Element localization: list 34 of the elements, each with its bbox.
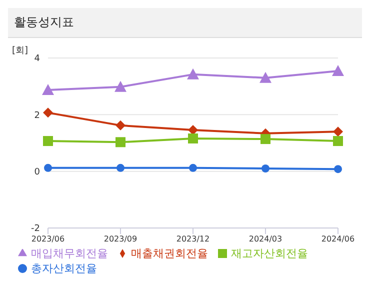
point (114, 80, 126, 92)
point (116, 120, 126, 130)
x-tick-label: 2023/12 (176, 234, 210, 244)
x-tick-label: 2024/03 (248, 234, 282, 244)
x-tick-label: 2023/06 (31, 234, 65, 244)
point (332, 65, 344, 76)
point (43, 108, 53, 118)
legend-label: 총자산회전율 (31, 262, 97, 275)
y-tick-label: 2 (34, 110, 40, 121)
point (262, 164, 270, 172)
x-tick-label: 2024/06 (321, 234, 355, 244)
legend-label: 매출채권회전율 (131, 247, 208, 260)
x-tick-label: 2023/09 (104, 234, 138, 244)
point (188, 133, 198, 144)
legend-label: 매입채무회전율 (31, 247, 108, 260)
point (260, 72, 272, 83)
point (333, 136, 343, 146)
legend-label: 재고자산회전율 (231, 247, 308, 260)
point (43, 136, 53, 146)
y-tick-label: -2 (31, 224, 40, 234)
point (42, 84, 54, 96)
y-tick-label: 4 (34, 54, 40, 64)
chart-title: 활동성지표 (8, 8, 362, 38)
y-tick-label: 0 (34, 168, 40, 178)
point (44, 164, 52, 172)
y-axis-title: [회] (12, 45, 28, 57)
point (188, 124, 198, 135)
point (187, 68, 199, 80)
point (189, 164, 197, 172)
point (334, 165, 342, 174)
point (116, 137, 126, 148)
point (260, 134, 270, 144)
point (116, 164, 124, 172)
point (333, 126, 343, 137)
